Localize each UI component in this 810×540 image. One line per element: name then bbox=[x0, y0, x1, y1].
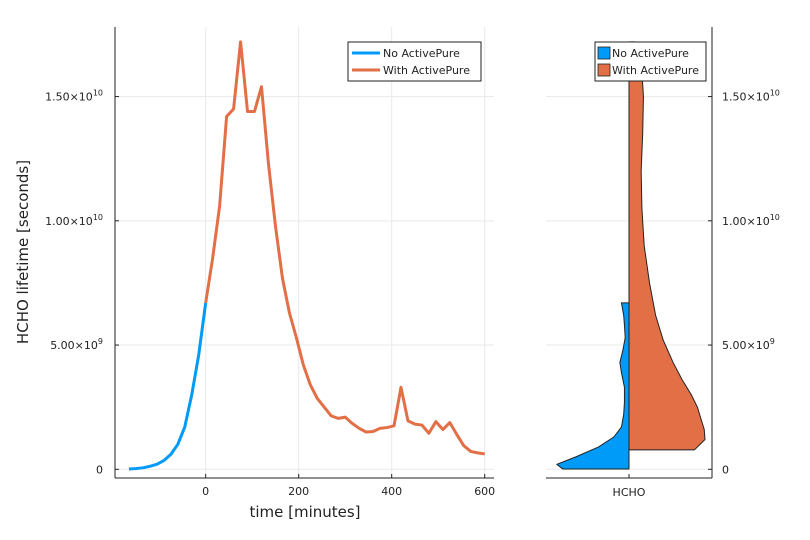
legend-label-with-activepure: With ActivePure bbox=[383, 64, 470, 77]
x-tick-label: 200 bbox=[288, 485, 309, 498]
y-tick-label: 5.00×109 bbox=[722, 337, 775, 352]
y-tick-label: 0 bbox=[96, 463, 103, 476]
series-line-with-activepure bbox=[204, 40, 485, 456]
y-tick-label: 1.50×1010 bbox=[722, 89, 780, 104]
violin-category-label: HCHO bbox=[613, 486, 646, 499]
legend-label-no-activepure: No ActivePure bbox=[383, 47, 460, 60]
line-chart-series bbox=[128, 40, 485, 471]
y-tick-label: 0 bbox=[722, 463, 729, 476]
violin-chart-axes bbox=[546, 27, 713, 479]
y-tick-label: 1.00×1010 bbox=[45, 213, 103, 228]
line-chart-tick-labels: 0 200 400 600 0 5.00×109 1.00×1010 1.50×1010 bbox=[45, 89, 495, 498]
x-tick-label: 600 bbox=[474, 485, 495, 498]
violin-chart-tick-labels: 0 5.00×109 1.00×1010 1.50×1010 bbox=[722, 89, 780, 477]
x-tick-label: 0 bbox=[202, 485, 209, 498]
legend-label-with-activepure: With ActivePure bbox=[612, 64, 699, 77]
line-chart-axes bbox=[114, 27, 494, 479]
legend-label-no-activepure: No ActivePure bbox=[612, 47, 689, 60]
legend-swatch-no-activepure bbox=[597, 46, 611, 60]
violin-chart: 0 5.00×109 1.00×1010 1.50×1010 HCHO No Acti… bbox=[546, 27, 780, 499]
legend-box bbox=[594, 41, 707, 82]
x-tick-label: 400 bbox=[381, 485, 402, 498]
x-axis-title: time [minutes] bbox=[249, 503, 360, 521]
y-tick-label: 5.00×109 bbox=[50, 337, 103, 352]
legend-box bbox=[347, 41, 482, 82]
line-chart-legend: No ActivePure With ActivePure bbox=[347, 41, 482, 82]
y-tick-label: 1.50×1010 bbox=[45, 89, 103, 104]
y-axis-title: HCHO lifetime [seconds] bbox=[14, 160, 32, 344]
violin-half-no-activepure bbox=[556, 302, 630, 470]
violin-chart-legend: No ActivePure With ActivePure bbox=[594, 41, 707, 82]
legend-swatch-with-activepure bbox=[597, 63, 611, 77]
y-tick-label: 1.00×1010 bbox=[722, 213, 780, 228]
line-chart-grid bbox=[115, 27, 494, 478]
series-line-no-activepure bbox=[128, 302, 208, 471]
line-chart: 0 200 400 600 0 5.00×109 1.00×1010 1.50×1010 ti… bbox=[14, 27, 495, 521]
